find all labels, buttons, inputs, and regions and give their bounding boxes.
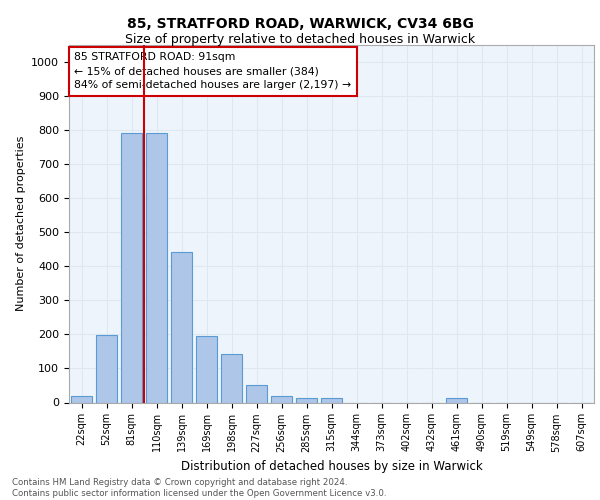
Bar xyxy=(446,398,467,402)
Bar xyxy=(121,132,142,402)
Text: Size of property relative to detached houses in Warwick: Size of property relative to detached ho… xyxy=(125,32,475,46)
Bar xyxy=(96,336,117,402)
Text: Contains HM Land Registry data © Crown copyright and database right 2024.
Contai: Contains HM Land Registry data © Crown c… xyxy=(12,478,386,498)
Bar xyxy=(271,396,292,402)
X-axis label: Distribution of detached houses by size in Warwick: Distribution of detached houses by size … xyxy=(181,460,482,473)
Bar xyxy=(71,396,92,402)
Y-axis label: Number of detached properties: Number of detached properties xyxy=(16,136,26,312)
Bar xyxy=(196,336,217,402)
Bar xyxy=(246,386,267,402)
Bar xyxy=(171,252,192,402)
Bar xyxy=(296,398,317,402)
Bar xyxy=(321,398,342,402)
Bar xyxy=(221,354,242,403)
Bar xyxy=(146,132,167,402)
Text: 85, STRATFORD ROAD, WARWICK, CV34 6BG: 85, STRATFORD ROAD, WARWICK, CV34 6BG xyxy=(127,18,473,32)
Text: 85 STRATFORD ROAD: 91sqm
← 15% of detached houses are smaller (384)
84% of semi-: 85 STRATFORD ROAD: 91sqm ← 15% of detach… xyxy=(74,52,352,90)
